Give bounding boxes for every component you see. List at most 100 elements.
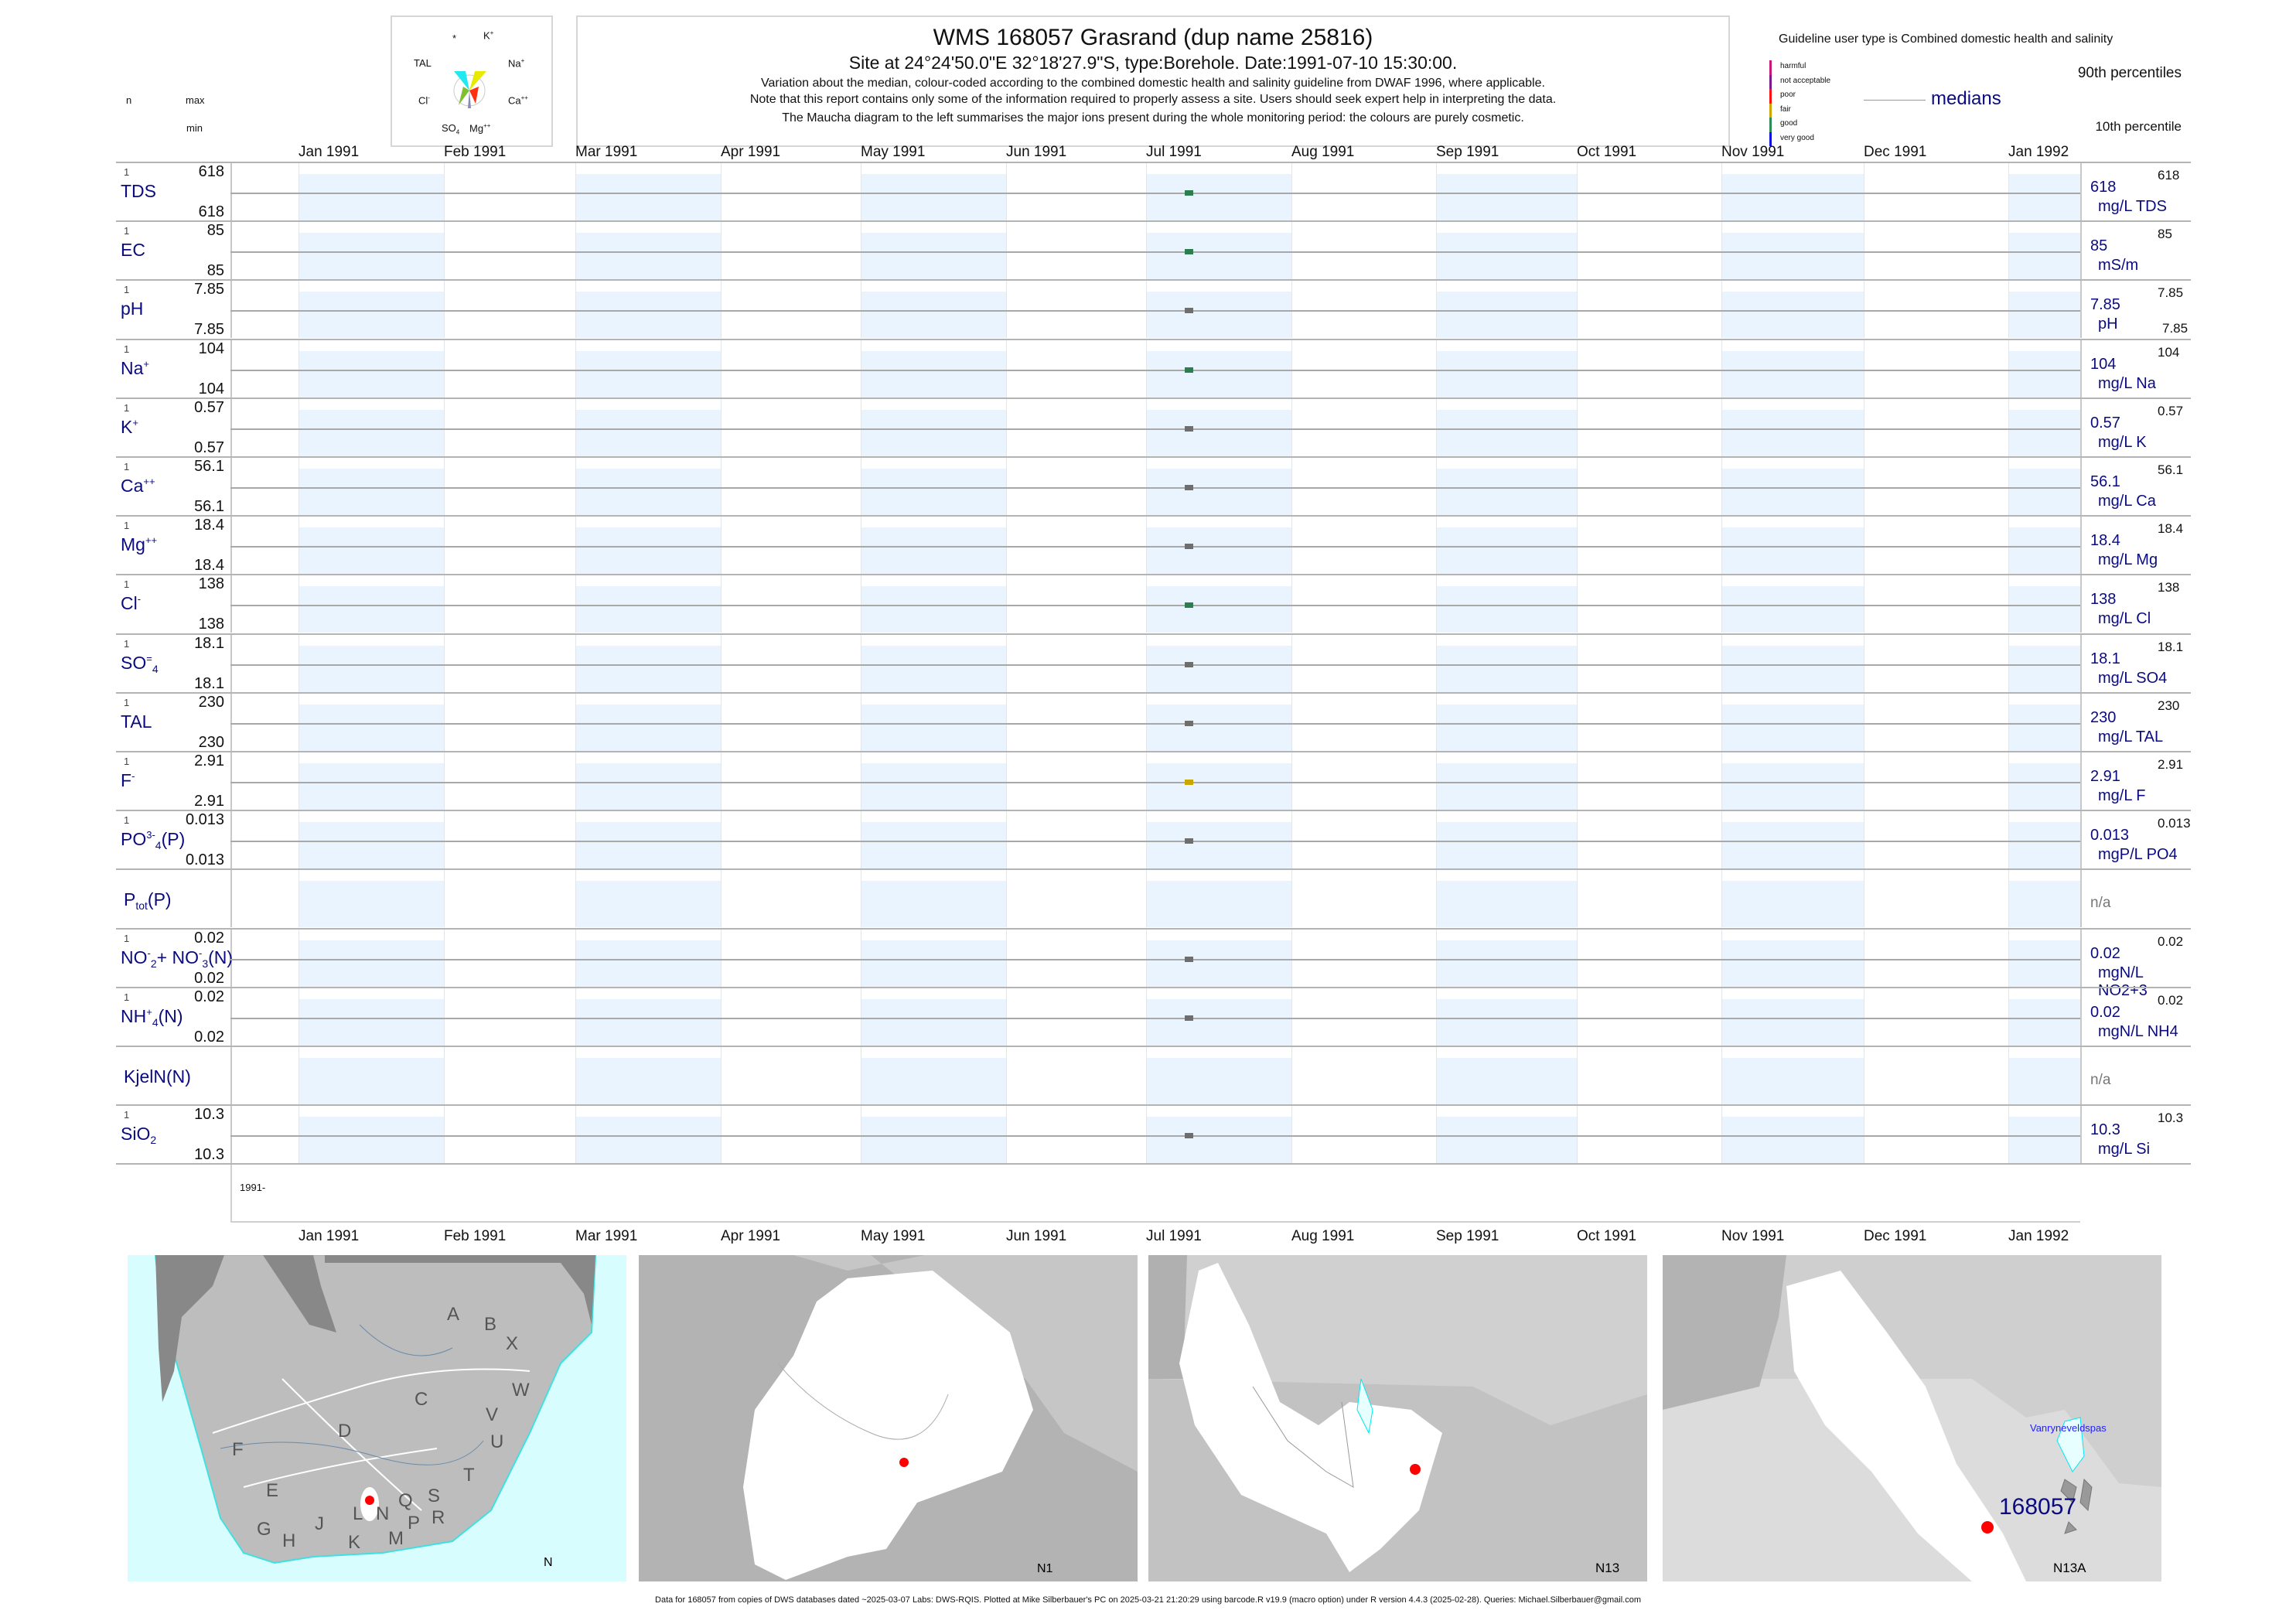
percentile-90-value: 56.1: [2158, 462, 2184, 477]
month-gridline: [1291, 517, 1292, 575]
percentile-90-value: 7.85: [2158, 285, 2184, 301]
month-gridline: [2008, 870, 2009, 928]
month-band: [2008, 469, 2080, 515]
month-tick-label: Dec 1991: [1864, 144, 1927, 160]
month-gridline: [1291, 929, 1292, 987]
month-band: [1146, 998, 1291, 1046]
unit-label: mg/L TAL: [2098, 728, 2164, 745]
min-value: 85: [206, 262, 224, 280]
month-gridline: [1146, 988, 1147, 1046]
max-value: 0.013: [185, 811, 224, 829]
month-gridline: [444, 398, 445, 456]
month-gridline: [1721, 634, 1722, 692]
drainage-region-label: W: [512, 1380, 530, 1401]
min-value: 7.85: [194, 321, 224, 339]
month-gridline: [1577, 811, 1578, 869]
month-band: [1721, 1058, 1864, 1104]
sample-count: 1: [124, 637, 130, 650]
median-value: 56.1: [2090, 473, 2120, 490]
parameter-label: NH+4(N): [121, 1005, 183, 1029]
month-band: [1146, 822, 1291, 869]
parameter-row-k: K+ 1 0.57 0.57 0.57 mg/L K 0.57: [116, 397, 2191, 456]
parameter-row-na: Na+ 1 104 104 104 mg/L Na 104: [116, 338, 2191, 397]
drainage-region-label: P: [408, 1513, 420, 1534]
median-value: 230: [2090, 708, 2117, 726]
max-value: 0.02: [194, 929, 224, 947]
drainage-region-label: M: [388, 1528, 404, 1549]
month-band: [861, 1058, 1006, 1104]
month-band: [1721, 292, 1864, 339]
drainage-region-label: V: [486, 1404, 498, 1425]
month-gridline: [1436, 870, 1437, 928]
month-gridline: [1146, 634, 1147, 692]
median-value: 0.02: [2090, 1003, 2120, 1021]
month-band: [1436, 409, 1577, 456]
month-gridline: [444, 517, 445, 575]
month-band: [1146, 1117, 1291, 1164]
legend-color-swatch: [1769, 131, 1772, 146]
month-band: [1721, 645, 1864, 692]
data-point: [1184, 308, 1193, 314]
month-gridline: [575, 1047, 576, 1104]
month-gridline: [1146, 693, 1147, 751]
month-gridline: [1006, 693, 1007, 751]
sample-count: 1: [124, 756, 130, 767]
plot-left-border: [230, 339, 232, 397]
unit-label: pH: [2098, 316, 2118, 333]
month-gridline: [721, 693, 722, 751]
month-gridline: [575, 929, 576, 987]
month-gridline: [1006, 1047, 1007, 1104]
drainage-region-label: X: [506, 1333, 518, 1354]
month-band: [1146, 174, 1291, 220]
month-gridline: [721, 752, 722, 810]
month-gridline: [1577, 458, 1578, 515]
month-band: [1146, 1058, 1291, 1104]
month-band: [2008, 409, 2080, 456]
month-band: [299, 527, 444, 575]
percentile-90-value: 10.3: [2158, 1111, 2184, 1126]
month-band: [2008, 645, 2080, 692]
month-band: [2008, 350, 2080, 397]
month-gridline: [1436, 752, 1437, 810]
month-band: [1721, 998, 1864, 1046]
month-gridline: [575, 163, 576, 220]
month-band: [299, 645, 444, 692]
drainage-region-label: B: [484, 1314, 496, 1335]
drainage-region-label: R: [432, 1507, 445, 1528]
month-band: [1146, 527, 1291, 575]
plot-left-border: [230, 1047, 232, 1104]
month-gridline: [575, 634, 576, 692]
bottom-axis-frame: [230, 1164, 2080, 1223]
sample-count: 1: [124, 814, 130, 827]
month-tick-label: Jan 1992: [2008, 144, 2069, 160]
median-value: 618: [2090, 179, 2117, 196]
month-band: [1146, 350, 1291, 397]
map-n13a: Vanryneveldspas 168057 N13A: [1663, 1255, 2161, 1581]
month-gridline: [1006, 575, 1007, 633]
month-gridline: [721, 281, 722, 339]
maucha-label-ca: Ca++: [508, 94, 528, 107]
min-value: 104: [198, 380, 224, 397]
parameter-label: KjelN(N): [124, 1066, 191, 1087]
month-band: [299, 998, 444, 1046]
unit-label: mgN/L NH4: [2098, 1022, 2178, 1040]
plot-right-border: [2080, 458, 2082, 515]
month-gridline: [444, 1106, 445, 1164]
sample-count: 1: [124, 401, 130, 414]
sample-count: 1: [124, 578, 130, 591]
month-band: [1436, 940, 1577, 987]
drainage-region-label: Q: [398, 1490, 413, 1511]
parameter-label: K+: [121, 416, 138, 437]
parameter-row-no23: NO-2+ NO-3(N) 1 0.02 0.02 0.02 mgN/L NO2+3 0.0…: [116, 927, 2191, 999]
sample-count: 1: [124, 284, 130, 296]
legend-color-swatch: [1769, 103, 1772, 118]
month-gridline: [1577, 1047, 1578, 1104]
data-point: [1184, 1015, 1193, 1021]
site-marker: [1410, 1464, 1421, 1475]
unit-label: mgN/L NO2+3: [2098, 964, 2148, 999]
parameter-label: SiO2: [121, 1124, 157, 1147]
month-band: [1436, 1117, 1577, 1164]
title-box: WMS 168057 Grasrand (dup name 25816) Sit…: [576, 15, 1730, 147]
legend-class-label: very good: [1780, 133, 1814, 142]
month-band: [1436, 292, 1577, 339]
